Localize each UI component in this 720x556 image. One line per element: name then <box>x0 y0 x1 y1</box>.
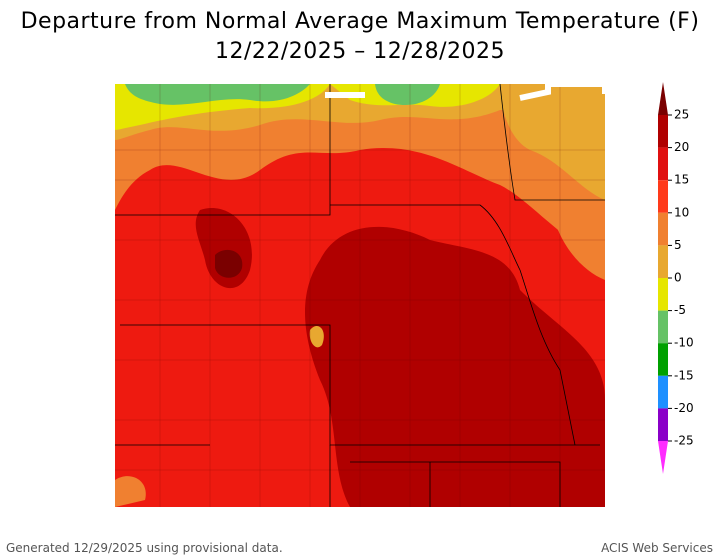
colorbar-band <box>658 115 668 148</box>
colorbar-label: -20 <box>674 401 694 415</box>
colorbar-label: -25 <box>674 434 694 448</box>
zone-orange-east <box>550 192 605 280</box>
footer-right: ACIS Web Services <box>601 541 713 555</box>
colorbar-label: 20 <box>674 140 689 154</box>
colorbar-band <box>658 310 668 344</box>
colorbar-label: 10 <box>674 205 689 219</box>
colorbar-band <box>658 212 668 246</box>
colorbar-label: 25 <box>674 108 689 122</box>
zone-green <box>125 84 310 105</box>
colorbar-label: -10 <box>674 336 694 350</box>
county-lines <box>115 84 605 507</box>
footer-left: Generated 12/29/2025 using provisional d… <box>6 541 283 555</box>
spot-sw <box>115 476 146 507</box>
zone-maroon <box>215 249 243 278</box>
map <box>115 84 605 507</box>
colorbar-band <box>658 408 668 441</box>
colorbar-band <box>658 343 668 376</box>
colorbar-label: 0 <box>674 271 682 285</box>
colorbar-cap-bottom <box>658 441 668 474</box>
colorbar: 25 20 15 10 5 0 -5 -10 -15 -20 -25 <box>658 82 694 474</box>
colorbar-label: -5 <box>674 303 686 317</box>
colorbar-cap-top <box>658 82 668 115</box>
spot <box>309 325 324 348</box>
colorbar-label: 5 <box>674 238 682 252</box>
zone-dark-red <box>305 226 605 507</box>
subtitle: 12/22/2025 – 12/28/2025 <box>215 39 505 64</box>
zone-green-2 <box>375 84 440 106</box>
colorbar-band <box>658 147 668 181</box>
zone-light-orange <box>500 84 605 200</box>
colorbar-label: 15 <box>674 173 689 187</box>
colorbar-label: -15 <box>674 368 694 382</box>
state-borders <box>115 84 605 507</box>
lakes <box>325 84 605 101</box>
title: Departure from Normal Average Maximum Te… <box>21 9 700 34</box>
colorbar-band <box>658 245 668 278</box>
colorbar-band <box>658 180 668 213</box>
colorbar-band <box>658 278 668 311</box>
colorbar-band <box>658 375 668 409</box>
